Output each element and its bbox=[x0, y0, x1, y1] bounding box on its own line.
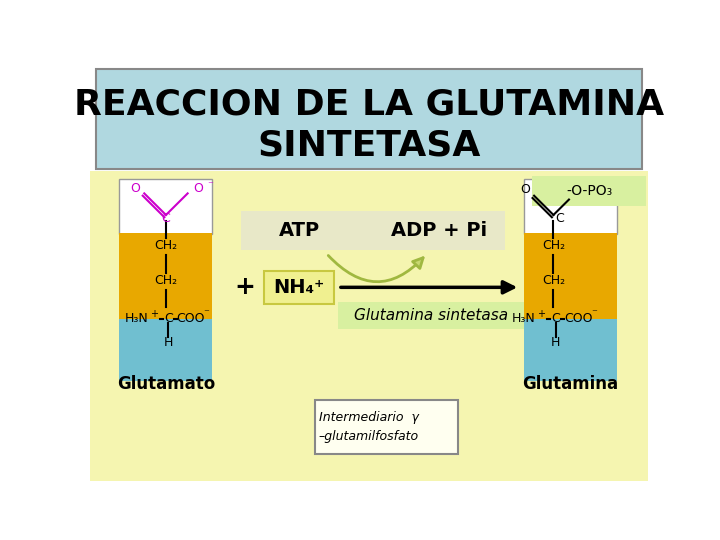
Text: O: O bbox=[520, 183, 530, 196]
Text: COO: COO bbox=[176, 313, 205, 326]
Bar bbox=[90, 171, 648, 481]
Text: C: C bbox=[164, 313, 173, 326]
Bar bbox=[120, 179, 212, 234]
Text: O: O bbox=[194, 181, 204, 194]
Text: C: C bbox=[161, 212, 171, 225]
Bar bbox=[241, 211, 505, 249]
Text: CH₂: CH₂ bbox=[542, 274, 565, 287]
Text: O: O bbox=[130, 181, 140, 194]
Text: CH₂: CH₂ bbox=[154, 239, 178, 252]
Text: CH₂: CH₂ bbox=[542, 239, 565, 252]
Bar bbox=[524, 233, 617, 321]
Bar bbox=[524, 179, 617, 234]
Text: +: + bbox=[537, 308, 545, 319]
Bar bbox=[264, 271, 334, 303]
Text: +: + bbox=[150, 308, 158, 319]
Bar bbox=[524, 319, 617, 381]
Bar bbox=[96, 69, 642, 169]
Text: ⁻: ⁻ bbox=[591, 308, 597, 319]
Text: –glutamilfosfato: –glutamilfosfato bbox=[319, 430, 419, 443]
Text: C: C bbox=[552, 313, 560, 326]
Text: ADP + Pi: ADP + Pi bbox=[391, 221, 487, 240]
Text: ATP: ATP bbox=[279, 221, 320, 240]
Text: Glutamato: Glutamato bbox=[117, 375, 215, 393]
Text: H: H bbox=[551, 335, 560, 348]
Bar bbox=[120, 319, 212, 381]
Bar bbox=[315, 400, 458, 454]
Text: CH₂: CH₂ bbox=[154, 274, 178, 287]
Text: COO: COO bbox=[564, 313, 593, 326]
Bar bbox=[338, 302, 524, 329]
Text: Glutamina: Glutamina bbox=[523, 375, 618, 393]
Text: SINTETASA: SINTETASA bbox=[257, 129, 481, 163]
Text: REACCION DE LA GLUTAMINA: REACCION DE LA GLUTAMINA bbox=[74, 88, 664, 122]
Text: +: + bbox=[235, 275, 256, 299]
Text: C: C bbox=[555, 212, 564, 225]
Text: NH₄⁺: NH₄⁺ bbox=[274, 278, 325, 297]
Text: ⁻: ⁻ bbox=[203, 308, 210, 319]
Text: Glutamina sintetasa: Glutamina sintetasa bbox=[354, 308, 508, 323]
Text: H₃N: H₃N bbox=[512, 313, 536, 326]
Text: H: H bbox=[163, 335, 173, 348]
Text: ⁻: ⁻ bbox=[207, 181, 213, 191]
Text: H₃N: H₃N bbox=[125, 313, 148, 326]
Text: -O-PO₃: -O-PO₃ bbox=[566, 184, 612, 198]
Text: Intermediario  γ: Intermediario γ bbox=[319, 411, 418, 424]
Bar bbox=[120, 233, 212, 321]
Bar bbox=[532, 177, 647, 206]
